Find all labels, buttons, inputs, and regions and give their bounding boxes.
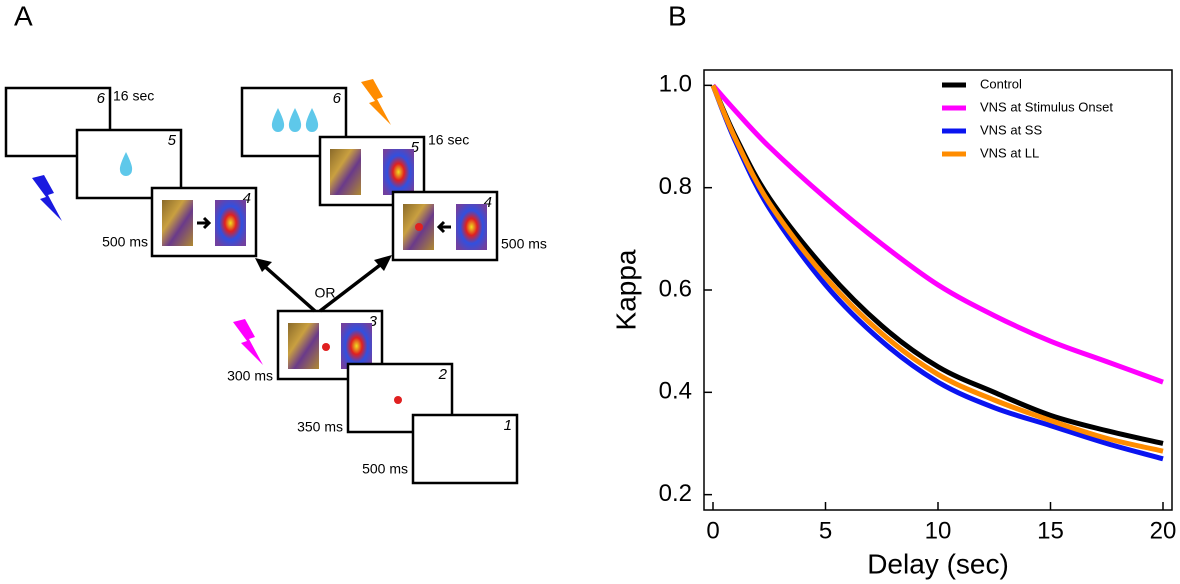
- screen: [411, 413, 519, 485]
- x-tick-label: 5: [819, 517, 832, 544]
- duration-label: 16 sec: [428, 132, 469, 148]
- reward-drop: [271, 108, 285, 132]
- x-tick-label: 0: [706, 517, 719, 544]
- duration-label: 500 ms: [501, 236, 547, 252]
- legend-label: VNS at SS: [980, 122, 1042, 137]
- legend-label: VNS at Stimulus Onset: [980, 99, 1113, 114]
- stimulation-bolt: [32, 175, 62, 221]
- screen-number: 5: [168, 132, 177, 149]
- stimulation-bolt: [361, 79, 391, 125]
- panel-label: B: [668, 0, 687, 31]
- x-tick-label: 20: [1150, 517, 1177, 544]
- stimulus-image: [456, 204, 487, 250]
- stimulus-image: [288, 323, 319, 369]
- stimulus-image: [162, 200, 193, 246]
- choice-arrow: [197, 216, 212, 230]
- choice-arrow: [436, 220, 451, 234]
- y-tick-label: 0.4: [659, 378, 692, 405]
- reward-drop: [119, 152, 133, 176]
- choice-dot: [415, 223, 423, 231]
- series-line: [710, 84, 1164, 462]
- stimulus-image: [341, 323, 372, 369]
- legend-label: Control: [980, 76, 1022, 91]
- screen-number: 1: [504, 417, 512, 434]
- fixation-dot: [394, 396, 402, 404]
- series-line: [710, 84, 1164, 446]
- duration-label: 500 ms: [362, 461, 408, 477]
- duration-label: 350 ms: [297, 419, 343, 435]
- duration-label: 16 sec: [113, 88, 154, 104]
- branch-arrow: [318, 260, 386, 313]
- series-line: [710, 84, 1164, 454]
- screen-number: 3: [369, 313, 378, 330]
- duration-label: 300 ms: [227, 368, 273, 384]
- x-tick-label: 15: [1037, 517, 1064, 544]
- series-line: [711, 83, 1164, 385]
- screen-number: 4: [484, 194, 492, 211]
- legend-label: VNS at LL: [980, 145, 1039, 160]
- screen-number: 6: [97, 90, 106, 107]
- stimulus-image: [215, 200, 246, 246]
- y-tick-label: 0.8: [659, 173, 692, 200]
- fixation-dot: [322, 343, 330, 351]
- branch-arrowhead: [374, 255, 392, 271]
- y-axis-label: Kappa: [610, 249, 641, 330]
- x-tick-label: 10: [925, 517, 952, 544]
- branch-arrowhead: [255, 258, 272, 272]
- screen-number: 2: [438, 366, 448, 383]
- reward-drop: [288, 108, 302, 132]
- screen: [4, 86, 112, 158]
- y-tick-label: 0.6: [659, 275, 692, 302]
- screen-number: 4: [243, 190, 251, 207]
- or-label: OR: [315, 285, 336, 301]
- branch-arrow: [260, 262, 317, 313]
- stimulus-image: [383, 149, 414, 195]
- duration-label: 500 ms: [102, 234, 148, 250]
- panel-label: A: [14, 0, 33, 31]
- y-tick-label: 0.2: [659, 480, 692, 507]
- y-tick-label: 1.0: [659, 71, 692, 98]
- reward-drop: [305, 108, 319, 132]
- x-axis-label: Delay (sec): [867, 548, 1009, 579]
- stimulus-image: [330, 149, 361, 195]
- stimulation-bolt: [233, 319, 263, 365]
- screen-number: 6: [333, 90, 342, 107]
- screen-number: 5: [411, 139, 420, 156]
